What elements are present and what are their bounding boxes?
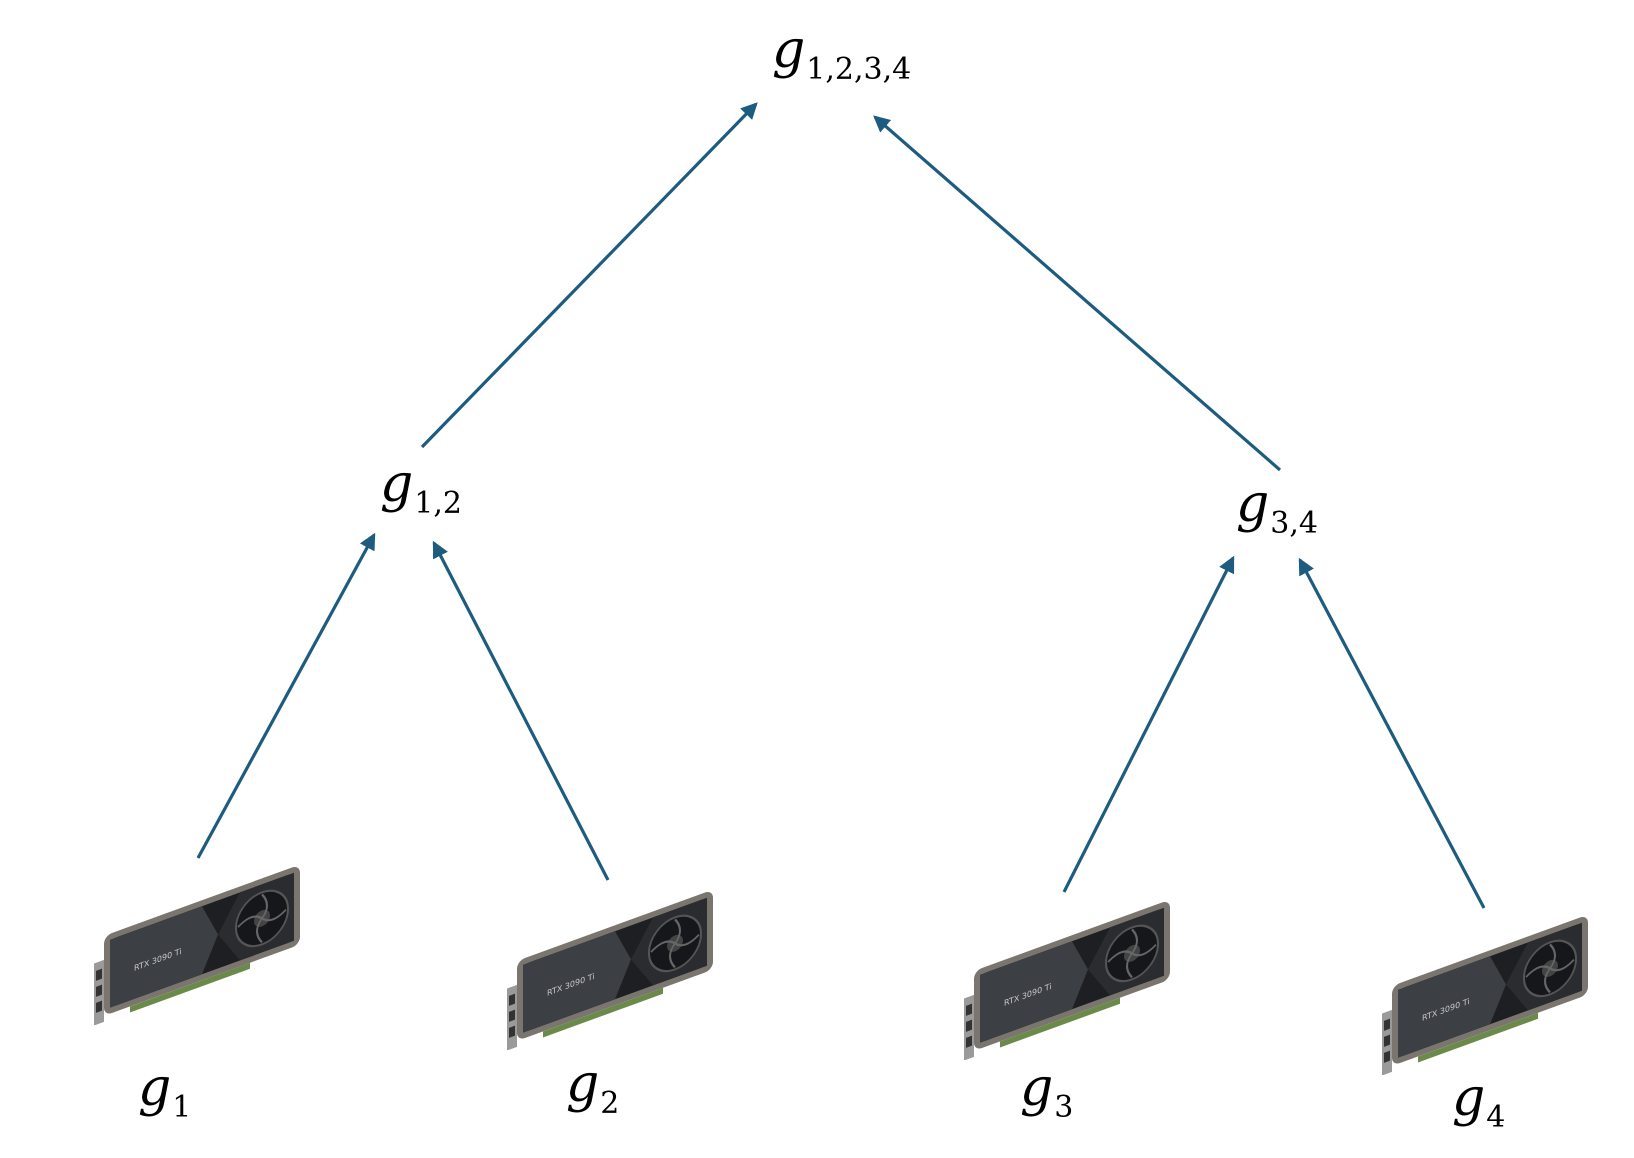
edges xyxy=(196,102,1486,909)
leaf-symbol: g xyxy=(566,1054,600,1114)
left-mid-node-label: g1,2 xyxy=(380,458,462,519)
gpu-card-icon: RTX 3090 Ti xyxy=(94,866,300,1025)
right-mid-subscript: 3,4 xyxy=(1270,506,1319,541)
arrow-edge xyxy=(420,102,758,449)
leaf-subscript: 4 xyxy=(1486,1100,1506,1135)
arrow-edge xyxy=(432,540,610,881)
right-mid-node-label: g3,4 xyxy=(1236,478,1318,539)
leaf-label-g2: g2 xyxy=(566,1058,619,1119)
arrow-edge xyxy=(873,115,1282,472)
leaf-symbol: g xyxy=(1452,1068,1486,1128)
leaf-label-g3: g3 xyxy=(1020,1062,1073,1123)
arrow-edge xyxy=(196,532,376,859)
leaf-symbol: g xyxy=(138,1058,172,1118)
leaf-label-g4: g4 xyxy=(1452,1072,1505,1133)
leaf-symbol: g xyxy=(1020,1058,1054,1118)
gpu-card-icon: RTX 3090 Ti xyxy=(507,891,713,1050)
left-mid-subscript: 1,2 xyxy=(414,486,463,521)
gpu-card-icon: RTX 3090 Ti xyxy=(1382,916,1588,1075)
leaf-subscript: 2 xyxy=(600,1086,620,1121)
leaf-subscript: 3 xyxy=(1054,1090,1074,1125)
root-symbol: g xyxy=(772,20,806,80)
leaf-label-g1: g1 xyxy=(138,1062,191,1123)
gpu-card-icon: RTX 3090 Ti xyxy=(964,901,1170,1060)
root-subscript: 1,2,3,4 xyxy=(806,52,912,87)
arrow-edge xyxy=(1062,555,1235,893)
left-mid-symbol: g xyxy=(380,454,414,514)
arrow-edge xyxy=(1298,557,1486,909)
leaf-subscript: 1 xyxy=(172,1090,192,1125)
root-node-label: g1,2,3,4 xyxy=(772,24,911,85)
right-mid-symbol: g xyxy=(1236,474,1270,534)
